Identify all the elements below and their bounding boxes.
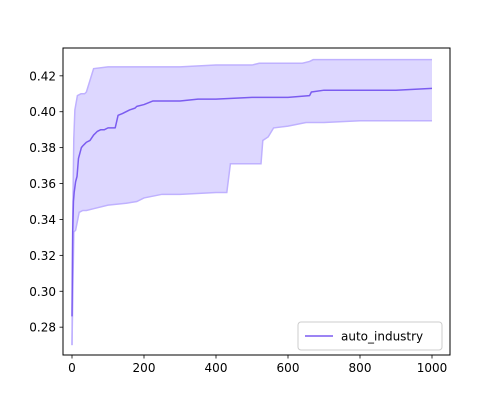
x-tick-label: 200 [133, 361, 156, 375]
y-tick-label: 0.36 [29, 177, 56, 191]
y-tick-label: 0.30 [29, 285, 56, 299]
series-line-auto-industry [71, 87, 433, 317]
x-tick-label: 0 [68, 361, 76, 375]
band-upper-edge [71, 58, 432, 346]
y-axis: 0.28 0.30 0.32 0.34 0.36 0.38 0.40 0.42 [29, 69, 63, 335]
legend-label-auto-industry: auto_industry [341, 330, 423, 344]
x-axis: 0 200 400 600 800 1000 [68, 355, 447, 375]
x-tick-label: 400 [205, 361, 228, 375]
x-tick-label: 1000 [417, 361, 448, 375]
confidence-band-layer [71, 58, 432, 346]
confidence-band-fill [72, 59, 432, 346]
legend: auto_industry [297, 321, 443, 351]
y-tick-label: 0.38 [29, 141, 56, 155]
plot-area-frame [62, 47, 451, 356]
y-tick-label: 0.34 [29, 213, 56, 227]
series-line-layer [71, 87, 433, 317]
y-tick-label: 0.40 [29, 105, 56, 119]
y-tick-label: 0.32 [29, 249, 56, 263]
x-tick-label: 600 [277, 361, 300, 375]
band-lower-edge [71, 119, 432, 346]
x-tick-label: 800 [349, 361, 372, 375]
legend-box [297, 321, 443, 351]
y-tick-label: 0.28 [29, 321, 56, 335]
y-tick-label: 0.42 [29, 69, 56, 83]
